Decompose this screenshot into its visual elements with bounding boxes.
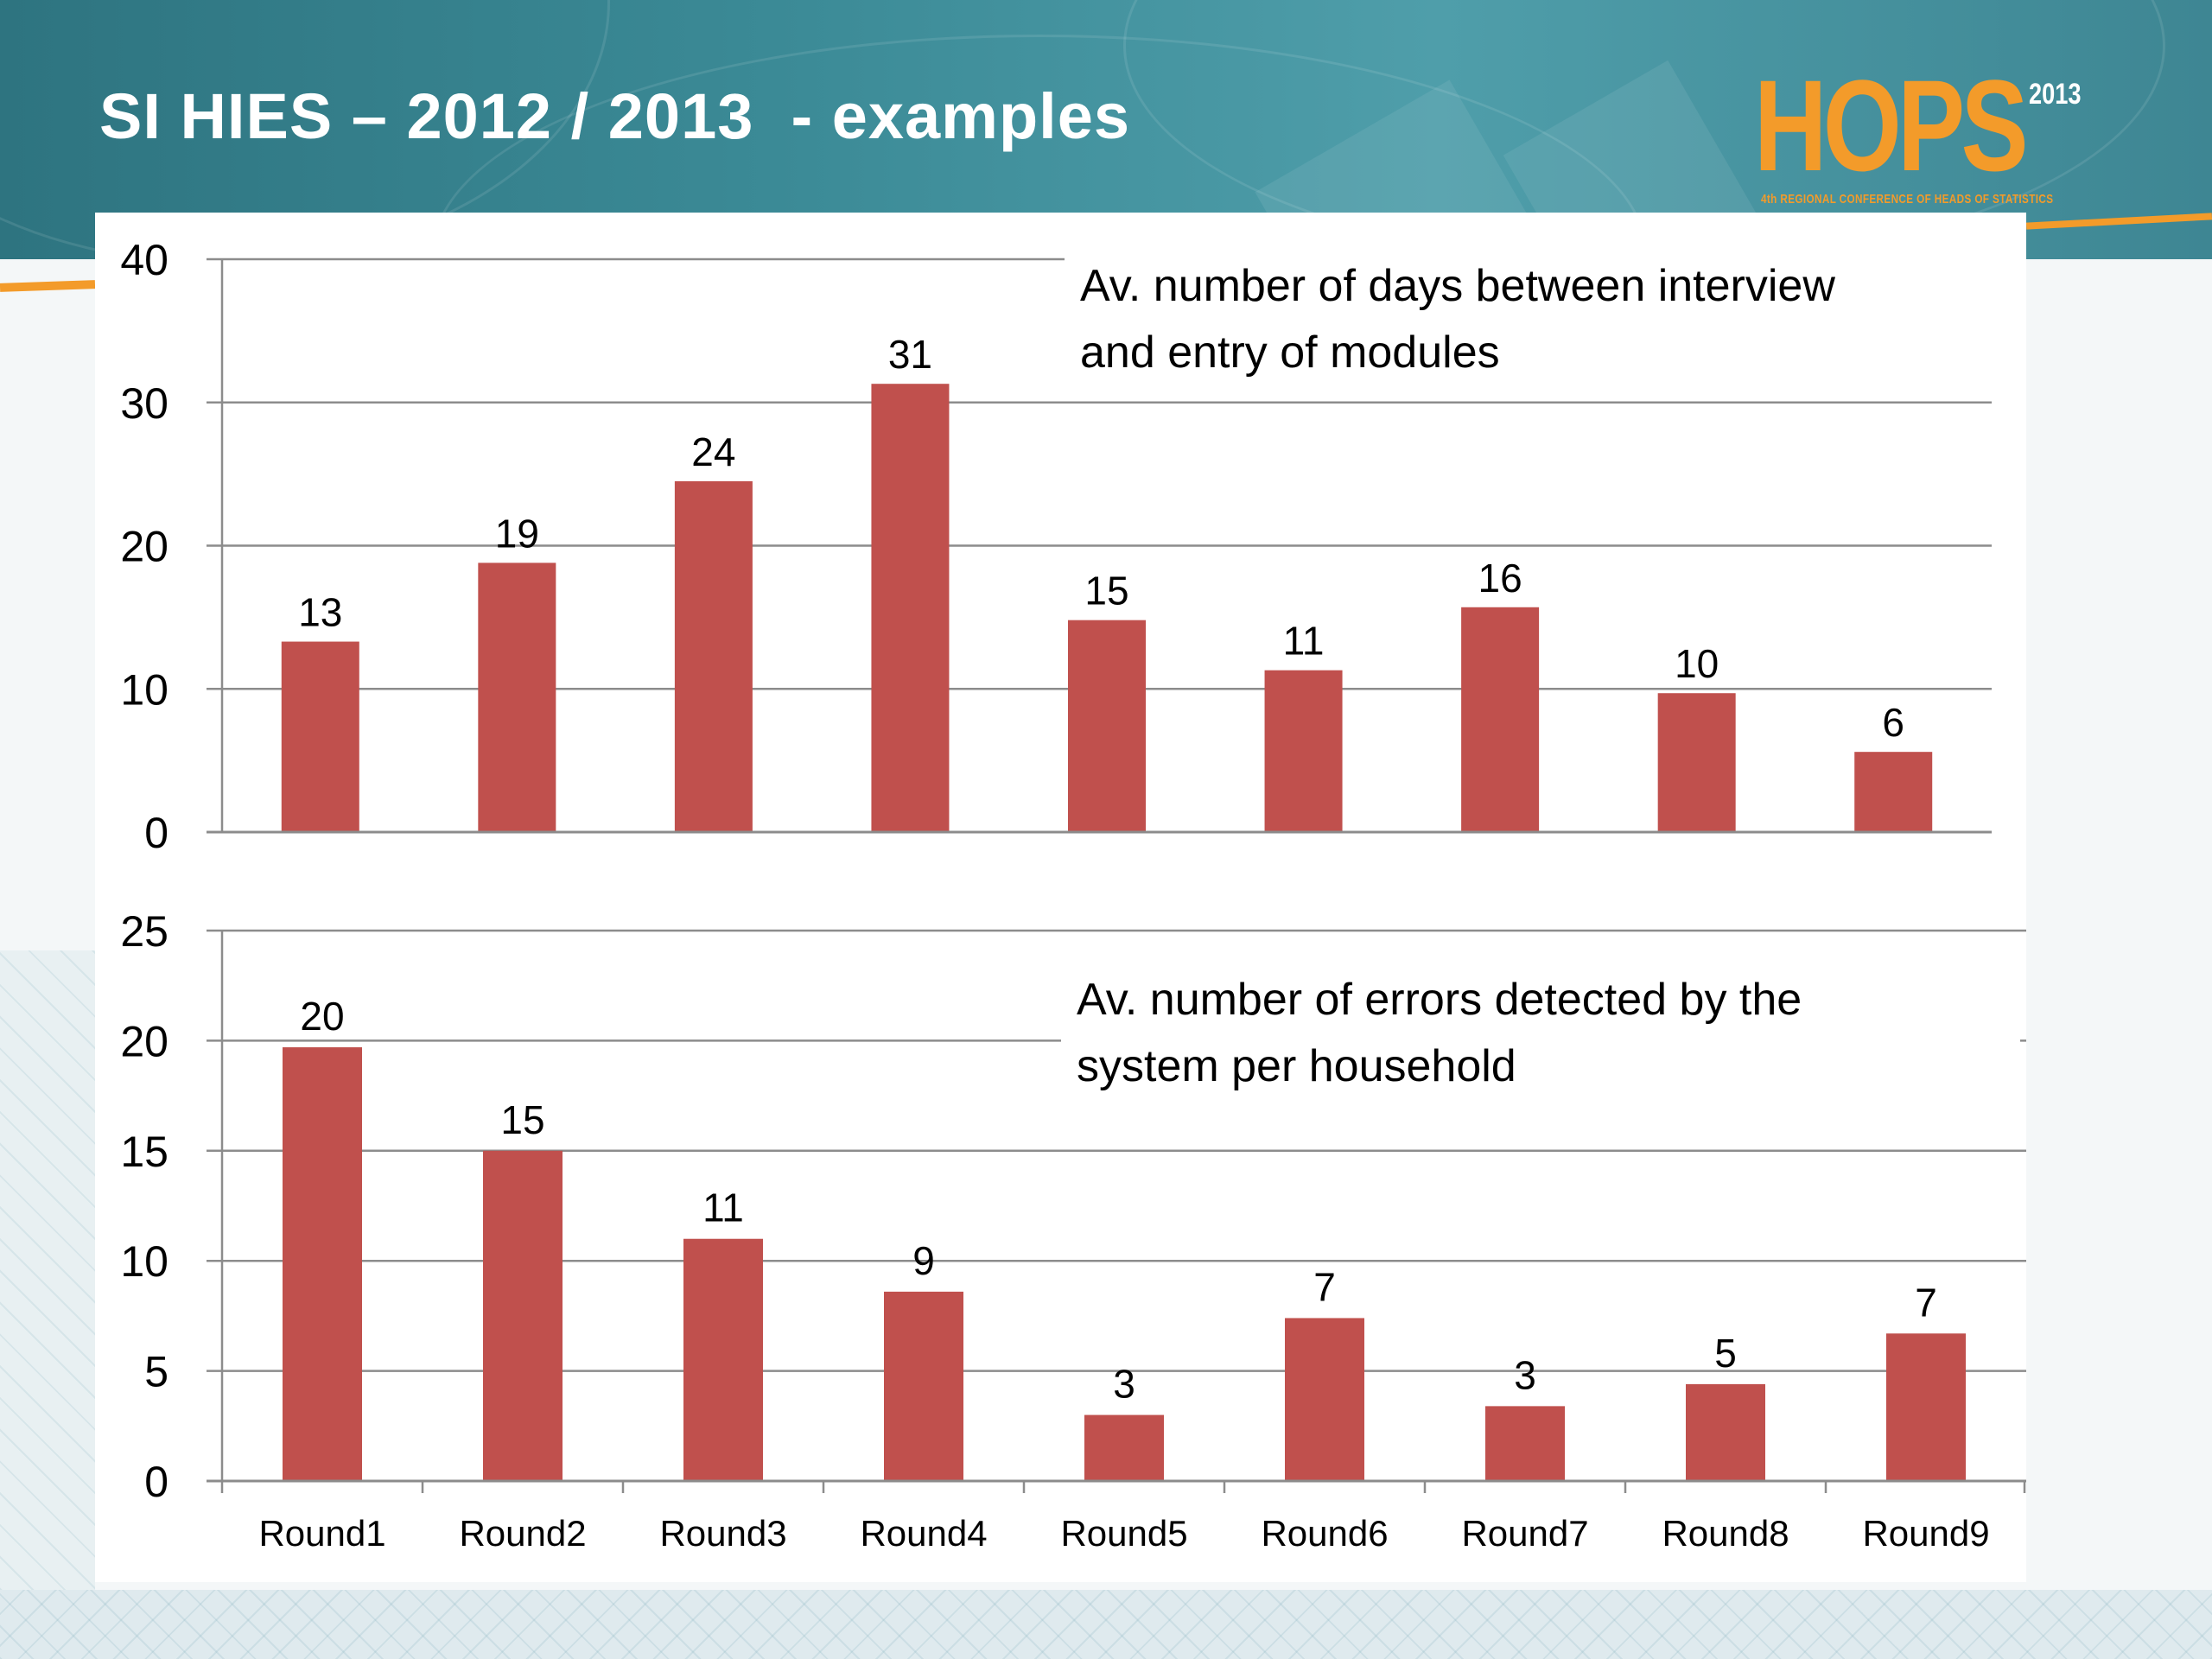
chart-annotation: Av. number of days between interview (1080, 261, 1835, 311)
bar (1485, 1406, 1565, 1481)
bar (871, 384, 950, 832)
bar (884, 1291, 963, 1481)
bar (674, 480, 753, 832)
slide-title: SI HIES – 2012 / 2013 - examples (99, 80, 1131, 152)
y-tick-label: 0 (144, 809, 168, 857)
x-tick-label: Round2 (459, 1513, 586, 1554)
data-label: 13 (298, 590, 342, 635)
x-tick-label: Round5 (1060, 1513, 1187, 1554)
data-label: 16 (1478, 556, 1522, 601)
bar (483, 1150, 563, 1481)
annotation-background (1061, 961, 2020, 1099)
x-tick-label: Round3 (659, 1513, 786, 1554)
left-decoration (0, 950, 95, 1590)
data-label: 19 (495, 511, 539, 556)
bar (1686, 1383, 1765, 1481)
y-tick-label: 5 (144, 1348, 168, 1396)
bar (1886, 1333, 1966, 1481)
bar (1285, 1318, 1364, 1481)
data-label: 15 (1084, 569, 1128, 613)
y-tick-label: 0 (144, 1458, 168, 1506)
x-tick-label: Round7 (1461, 1513, 1588, 1554)
y-tick-label: 25 (120, 907, 168, 956)
y-tick-label: 20 (120, 523, 168, 571)
bar (1657, 693, 1736, 832)
bar (478, 563, 556, 832)
data-label: 11 (1283, 619, 1325, 664)
chart-annotation: and entry of modules (1080, 327, 1500, 378)
logo-tagline: 4th REGIONAL CONFERENCE OF HEADS OF STAT… (1761, 192, 2054, 207)
data-label: 3 (1514, 1352, 1536, 1397)
chart-annotation: Av. number of errors detected by the (1077, 975, 1802, 1025)
y-tick-label: 10 (120, 665, 168, 714)
annotation-background (1065, 247, 2024, 385)
x-tick-label: Round4 (860, 1513, 987, 1554)
data-label: 10 (1675, 641, 1719, 686)
x-tick-label: Round8 (1662, 1513, 1789, 1554)
y-tick-label: 20 (120, 1017, 168, 1065)
logo-wordmark: HOPS (1754, 53, 2029, 198)
data-label: 7 (1915, 1280, 1937, 1325)
chart-annotation: system per household (1077, 1041, 1516, 1091)
bar (683, 1238, 763, 1481)
x-tick-label: Round1 (258, 1513, 385, 1554)
bar (1084, 1414, 1164, 1481)
bar (1854, 752, 1933, 832)
bar (1068, 620, 1146, 832)
data-label: 3 (1113, 1362, 1135, 1407)
orange-accent-line (0, 280, 96, 292)
data-label: 15 (500, 1097, 544, 1142)
data-label: 24 (691, 429, 735, 474)
y-tick-label: 10 (120, 1237, 168, 1286)
data-label: 11 (702, 1185, 744, 1230)
logo-year: 2013 (2029, 78, 2082, 111)
data-label: 31 (888, 332, 932, 377)
chart-panel: 0 10 20 30 40 Av. number of days between inte… (95, 213, 2026, 1582)
y-tick-label: 15 (120, 1128, 168, 1176)
bottom-decoration (0, 1590, 2212, 1659)
data-label: 9 (912, 1238, 935, 1283)
x-tick-label: Round6 (1261, 1513, 1388, 1554)
x-tick-label: Round9 (1862, 1513, 1989, 1554)
hops-logo: HOPS 2013 4th REGIONAL CONFERENCE OF HEA… (1754, 60, 2100, 216)
y-tick-label: 30 (120, 379, 168, 428)
bar (1461, 607, 1540, 832)
data-label: 20 (300, 994, 344, 1039)
data-label: 7 (1313, 1264, 1336, 1309)
y-tick-label: 40 (120, 236, 168, 284)
data-label: 6 (1882, 700, 1904, 745)
data-label: 5 (1714, 1331, 1737, 1376)
bar (281, 641, 359, 832)
bar (1264, 670, 1343, 832)
bar (283, 1047, 362, 1481)
